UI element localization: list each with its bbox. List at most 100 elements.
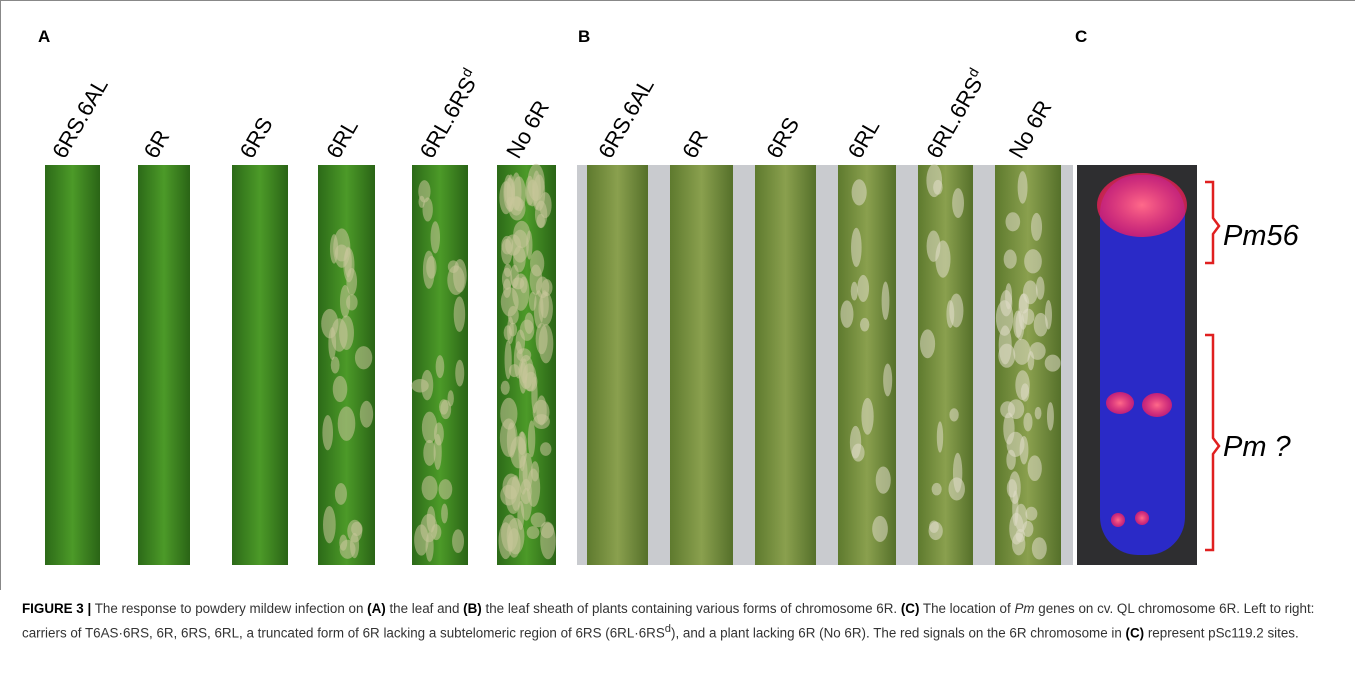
lesion [333,376,348,402]
label-text: No 6R [1004,96,1057,163]
lesion [1035,407,1042,420]
lesion [1032,537,1047,559]
sheath [670,165,733,565]
lesion [501,287,519,316]
lesion [436,355,445,378]
lesion [323,506,336,543]
lesion [322,415,333,450]
lesion [448,390,454,406]
lesion [535,201,547,229]
lesion [850,426,861,459]
lesion [1015,310,1024,340]
lesion [441,504,448,524]
lesion [439,479,453,499]
lesion [860,318,869,332]
lesion [1024,249,1042,273]
bracket [1205,182,1219,263]
lesion [360,401,373,428]
lesion [876,466,891,493]
lesion [883,363,892,396]
lesion [448,260,459,273]
label-text: 6RL [321,115,363,162]
lesion [344,247,351,278]
lesion [340,285,350,318]
lesion [434,434,442,470]
lesion [1018,171,1028,204]
lesion [423,251,435,289]
lesion [420,514,437,542]
lesion [521,488,532,521]
lesion [355,346,372,369]
caption-segment: represent pSc119.2 sites. [1144,625,1299,640]
lesion [948,477,964,500]
leaf-label: No 6R [501,96,554,163]
label-text: 6RS [235,113,278,163]
leaf-label: 6RS [235,113,278,163]
lesion [1028,455,1042,481]
lesion [872,516,888,542]
panel-letter: A [38,27,50,46]
leaf-label: 6RL.6RSd [413,65,485,163]
lesion [454,296,466,332]
lesion [1023,280,1038,304]
lesion [999,325,1012,364]
lesion [851,228,862,267]
lesion [937,421,943,452]
sheath [918,165,973,565]
leaf-label: 6RS.6AL [47,74,113,163]
lesion [321,309,338,338]
lesion [421,370,433,401]
caption-segment: Pm [1014,601,1034,616]
leaf-label: 6RL [843,115,885,162]
page: A B C Pm56 Pm ? 6RS.6AL6R6RS6RL6RL.6RSdN… [0,0,1355,683]
lesion [513,221,530,248]
lesion [422,476,438,501]
lesion [517,432,526,456]
lesion [1023,413,1032,432]
label-text: 6RL [843,115,885,162]
lesion [541,279,552,296]
lesion [932,483,942,496]
lesion [339,535,347,551]
region-label: Pm ? [1223,431,1292,463]
lesion [526,180,539,207]
lesion [1025,507,1037,521]
lesion [1006,212,1021,231]
label-text: 6RS.6AL [593,74,659,163]
lesion [529,292,537,311]
label-text: 6R [677,126,713,163]
caption-segment: the leaf and [386,601,463,616]
lesion [927,230,941,261]
lesion [351,522,362,536]
lesion [507,422,516,458]
sheath [755,165,816,565]
caption-segment: (C) [1126,625,1145,640]
lesion [1047,402,1054,430]
lesion [520,319,535,340]
lesion [1008,399,1024,419]
lesion [518,355,533,389]
lesion [861,398,873,435]
lesion [1045,355,1061,372]
label-text: 6RL.6RS [921,73,987,163]
leaf [45,165,100,565]
caption-segment: (C) [901,601,920,616]
lesion [1004,250,1017,269]
lesion [952,188,964,218]
lesion [530,250,544,276]
lesion [1022,521,1033,537]
lesion [1029,342,1045,360]
lesion [527,526,540,539]
lesion [1021,383,1030,401]
leaf-label: 6RS.6AL [593,74,659,163]
lesion [920,329,935,358]
lesion [501,239,512,265]
lesion [929,522,943,540]
label-text: 6R [139,126,175,163]
lesion [1020,436,1029,464]
lesion [851,282,858,301]
lesion [504,264,512,277]
leaf-label: 6RL [321,115,363,162]
leaf-label: No 6R [1004,96,1057,163]
lesion [452,529,464,553]
